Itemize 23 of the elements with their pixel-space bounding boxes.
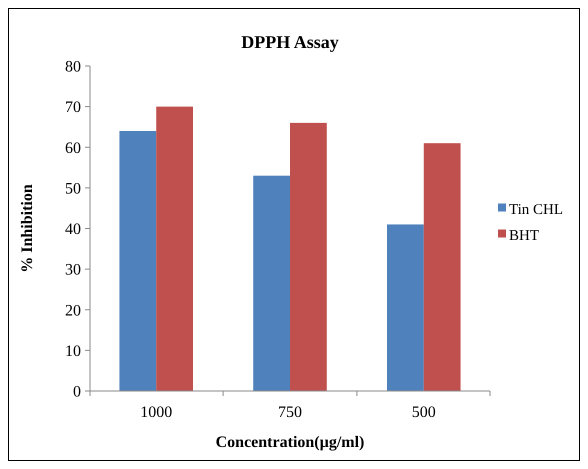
bar — [156, 106, 194, 391]
y-tick-label: 50 — [65, 180, 81, 198]
y-axis-title: % Inhibition — [19, 184, 36, 273]
bar — [424, 143, 461, 391]
y-tick-label: 10 — [65, 342, 81, 360]
y-tick-label: 80 — [65, 58, 81, 76]
y-tick-label: 20 — [65, 302, 81, 320]
legend-label: Tin CHL — [509, 202, 564, 218]
x-tick-label: 1000 — [140, 404, 172, 421]
x-tick-label: 500 — [412, 404, 436, 421]
y-tick-label: 30 — [65, 262, 81, 279]
bar — [386, 224, 424, 391]
legend-label: BHT — [509, 228, 539, 244]
y-tick-label: 40 — [65, 221, 81, 238]
bar — [253, 176, 290, 391]
y-tick-label: 60 — [65, 140, 81, 157]
y-tick-label: 0 — [73, 384, 81, 401]
x-tick-label: 750 — [278, 404, 302, 421]
chart-title: DPPH Assay — [241, 32, 339, 52]
x-axis-title: Concentration(µg/ml) — [216, 434, 364, 451]
bar — [119, 131, 156, 391]
y-tick-label: 70 — [65, 99, 81, 116]
bar — [290, 122, 327, 391]
